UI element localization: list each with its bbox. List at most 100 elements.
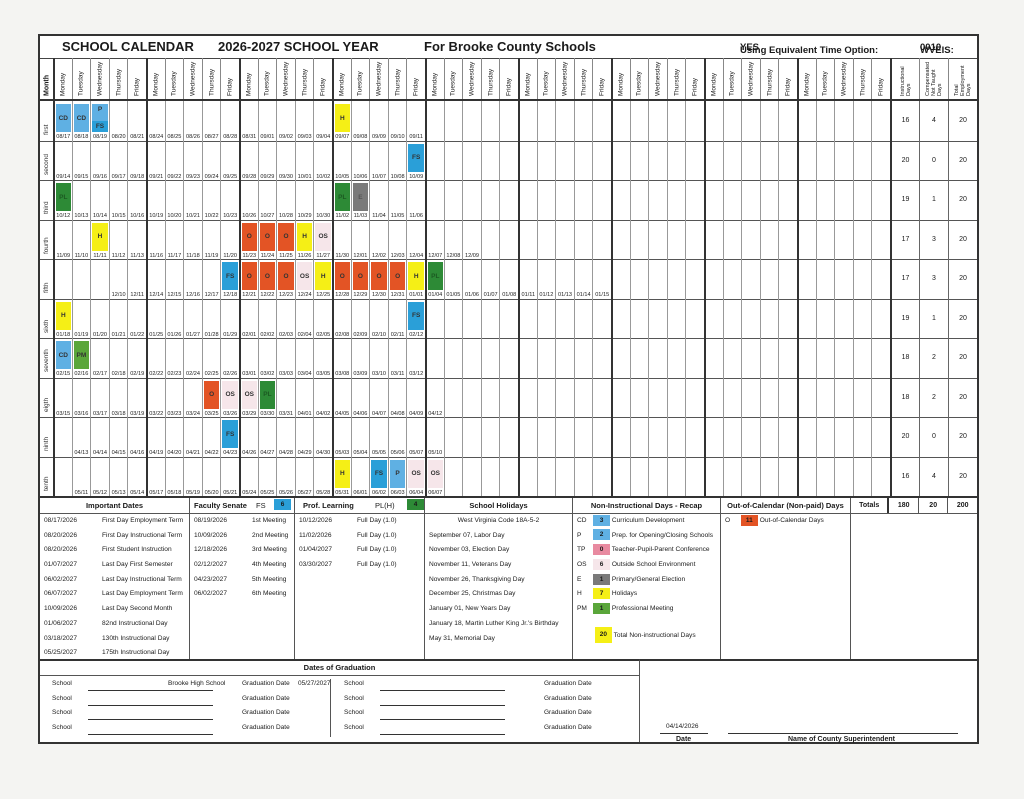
day-cell <box>759 377 779 418</box>
recap-item: OS 6 Outside School Environment <box>573 558 720 573</box>
calendar-page: SCHOOL CALENDAR 2026-2027 SCHOOL YEAR Fo… <box>38 34 979 744</box>
day-column-header: Thursday <box>108 58 128 99</box>
month-name: eigth <box>43 397 50 412</box>
day-cell <box>573 180 593 220</box>
day-cell <box>629 140 649 181</box>
day-cell <box>778 298 797 339</box>
day-cell <box>536 101 556 141</box>
day-code-badge: P FS <box>92 104 108 132</box>
important-date-date: 06/02/2027 <box>44 575 78 583</box>
important-date-label: Last Day First Semester <box>102 561 173 569</box>
day-date: 11/03 <box>353 213 368 219</box>
day-cell: O 11/25 <box>276 219 295 260</box>
day-cell <box>797 140 816 181</box>
day-column-header: Monday <box>704 58 723 99</box>
day-cell <box>536 140 556 181</box>
important-date-label: 175th Instructional Day <box>102 649 170 657</box>
day-cell <box>592 338 611 378</box>
day-cell <box>722 101 742 141</box>
month-row: second 09/14 09/15 09/16 09/17 09/18 09/21 09/2… <box>40 140 977 181</box>
day-cell <box>741 377 760 418</box>
day-date: 12/10 <box>111 292 126 298</box>
important-date-date: 01/06/2027 <box>44 619 78 627</box>
day-date: 05/05 <box>371 450 386 456</box>
day-cell <box>685 180 704 220</box>
day-cell <box>611 298 630 339</box>
day-date: 03/11 <box>390 371 405 377</box>
day-cell: 11/13 <box>127 219 146 260</box>
day-date: 10/02 <box>316 173 331 180</box>
day-cell <box>815 417 835 457</box>
day-cell <box>648 456 667 497</box>
prof-learning-day: 03/30/2027 Full Day (1.0) <box>295 558 424 573</box>
prof-learning-day-date: 10/12/2026 <box>299 517 333 524</box>
important-date-label: Last Day Second Month <box>102 605 173 613</box>
day-date: 11/25 <box>279 252 293 259</box>
day-header-label: Monday <box>710 72 718 96</box>
day-date: 10/29 <box>297 213 312 219</box>
day-header-label: Monday <box>59 72 67 96</box>
day-date: 11/06 <box>409 213 423 219</box>
important-date-date: 06/07/2027 <box>44 590 78 598</box>
day-cell <box>536 456 556 497</box>
day-cell: 11/17 <box>164 219 184 260</box>
day-cell <box>778 456 797 497</box>
day-cell: 08/31 <box>239 101 258 141</box>
day-cell: 04/15 <box>108 417 128 457</box>
signature-date-value: 04/14/2026 <box>666 723 699 730</box>
day-cell <box>592 377 611 418</box>
day-column-header: Wednesday <box>276 58 295 99</box>
important-date: 06/07/2027 Last Day Employment Term <box>40 587 189 602</box>
day-date: 10/19 <box>149 213 164 219</box>
faculty-senate-meeting-label: 2nd Meeting <box>252 531 289 539</box>
day-cell <box>778 219 797 260</box>
day-date: 12/11 <box>130 292 144 298</box>
day-cell: O 12/21 <box>239 259 258 299</box>
day-date: 09/18 <box>130 173 145 180</box>
month-instructional-days: 20 <box>890 140 919 181</box>
holidays-title: School Holidays <box>425 498 572 514</box>
month-compensated-days: 0 <box>919 417 948 457</box>
day-date: 03/09 <box>353 371 368 377</box>
day-date: 05/04 <box>353 450 368 456</box>
day-date: 03/18 <box>111 410 126 417</box>
day-header-label: Thursday <box>115 68 123 96</box>
column-header-row: Month Monday Tuesday Wednesday Thursday Frida… <box>40 58 977 101</box>
day-cell <box>555 456 574 497</box>
day-date: 12/30 <box>371 292 386 298</box>
day-cell: 10/02 <box>313 140 332 181</box>
prof-learning-day-date: 11/02/2026 <box>299 531 332 539</box>
graduation-school-label: School <box>344 723 364 731</box>
day-header-label: Wednesday <box>375 61 383 96</box>
day-cell <box>778 377 797 418</box>
recap-item: H 7 Holidays <box>573 587 720 602</box>
day-cell: 12/11 <box>127 259 146 299</box>
day-cell: 09/22 <box>164 140 184 181</box>
day-date: 09/17 <box>111 173 126 180</box>
day-header-label: Friday <box>784 77 792 96</box>
day-cell: 10/06 <box>350 140 370 181</box>
day-cell: 05/06 <box>387 417 407 457</box>
day-date: 03/02 <box>260 371 275 377</box>
day-cell <box>648 180 667 220</box>
day-cell <box>666 377 686 418</box>
day-cell: 04/09 <box>406 377 425 418</box>
month-header-label: Month <box>43 75 50 96</box>
day-date: 05/24 <box>242 489 257 496</box>
day-cell <box>722 298 742 339</box>
day-header-label: Wednesday <box>747 61 755 96</box>
graduation-school-field <box>88 704 213 706</box>
day-header-label: Tuesday <box>356 71 364 96</box>
day-header-label: Friday <box>877 77 885 96</box>
day-date: 02/01 <box>242 331 257 338</box>
day-date: 09/30 <box>278 173 293 180</box>
day-cell <box>90 259 109 299</box>
day-date: 12/09 <box>464 252 479 259</box>
day-cell: 04/14 <box>90 417 109 457</box>
day-date: 05/17 <box>149 489 164 496</box>
day-cell: OS 06/07 <box>425 456 444 497</box>
day-cell: 06/01 <box>350 456 370 497</box>
day-cell: PM 02/16 <box>71 338 91 378</box>
day-date: 08/28 <box>223 134 238 140</box>
day-cell: 10/16 <box>127 180 146 220</box>
